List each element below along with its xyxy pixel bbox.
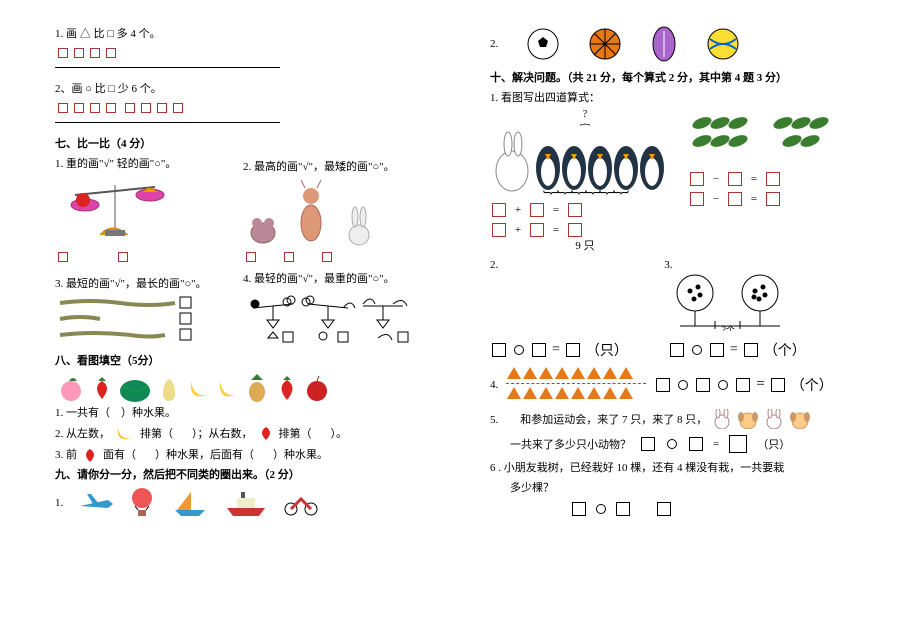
- dog-face-icon: [737, 409, 759, 429]
- right-column: 2. 十、解决问题。（共 21 分，每个算式 2 分，其中第 4 题 3 分） …: [460, 0, 920, 637]
- fruit-peach-icon: [55, 373, 87, 403]
- s8-l2e: ）。: [331, 425, 348, 441]
- unit-ge2: （个）: [791, 375, 833, 395]
- s8-l2c: ）；从右数，: [192, 425, 253, 441]
- weight-balance-img: [243, 290, 413, 345]
- q2-text: 2、画 ○ 比 □ 少 6 个。: [55, 80, 430, 96]
- s5b: 一共来了多少只小动物？: [510, 436, 631, 452]
- s8-l3d: ）种水果。: [273, 446, 328, 462]
- s8-l2a: 2. 从左数，: [55, 425, 110, 441]
- nine-lbl: 9 只: [490, 237, 680, 253]
- q2-lbl: 2.: [490, 38, 498, 50]
- inline-strawberry-icon: [81, 446, 99, 462]
- sec9-title: 九、请你分一分，然后把不同类的圈出来。（2 分）: [55, 466, 430, 482]
- ball-football-icon: [650, 25, 678, 63]
- s8-l3a: 3. 前: [55, 446, 77, 462]
- vehicle-motorcycle-icon: [281, 489, 321, 517]
- unit-zhi2: （只）: [757, 436, 790, 452]
- balance-scale-img: [55, 175, 175, 245]
- s8-l3c: ）种水果，后面有（: [155, 446, 254, 462]
- inline-strawberry-icon: [257, 424, 275, 442]
- sec10-title: 十、解决问题。（共 21 分，每个算式 2 分，其中第 4 题 3 分）: [490, 69, 880, 85]
- sec7-s4: 4. 最轻的画"√"，最重的画"○"。: [243, 270, 423, 286]
- animal-rabbit-img: [339, 203, 379, 248]
- ropes-img: [55, 295, 195, 345]
- divider-2: [55, 122, 280, 123]
- ball-soccer-icon: [526, 27, 560, 61]
- vehicle-ship-icon: [223, 488, 269, 518]
- fruit-apple-icon: [303, 373, 331, 403]
- fruit-pear-icon: [156, 373, 182, 403]
- vehicle-balloon-icon: [127, 486, 157, 520]
- dog-face-icon: [789, 409, 811, 429]
- left-column: 1. 画 △ 比 □ 多 4 个。 2、画 ○ 比 □ 少 6 个。 七、比一比…: [0, 0, 460, 637]
- vehicle-sailboat-icon: [169, 488, 211, 518]
- rabbit-penguins-img: [490, 126, 675, 194]
- sec7-s3: 3. 最短的画"√"，最长的画"○"。: [55, 275, 235, 291]
- vehicle-plane-icon: [75, 488, 115, 518]
- fruit-row: [55, 372, 430, 404]
- fruit-banana-icon: [214, 373, 240, 403]
- s8-l1a: 1. 一共有（: [55, 407, 110, 419]
- s5a: 5. 和参加运动会，来了 7 只，来了 8 只，: [490, 411, 707, 427]
- triangle-row1: [506, 366, 646, 383]
- s9-lbl: 1.: [55, 497, 63, 509]
- fruit-banana-icon: [185, 373, 211, 403]
- animal-mouse-img: [243, 198, 283, 248]
- q1-text: 1. 画 △ 比 □ 多 4 个。: [55, 25, 430, 41]
- bunny-face-icon: [711, 409, 733, 429]
- s2-lbl: 2.: [490, 259, 498, 271]
- unit-zhi: （只）: [586, 340, 628, 360]
- sec8-title: 八、看图填空（5分）: [55, 352, 430, 368]
- sec7-s1: 1. 重的画"√" 轻的画"○"。: [55, 155, 235, 171]
- fruit-strawberry-icon: [274, 372, 300, 404]
- sec7-title: 七、比一比（4 分）: [55, 135, 430, 151]
- ball-volleyball-icon: [706, 27, 740, 61]
- s8-l2b: 排第（: [140, 425, 173, 441]
- sec10-s1: 1. 看图写出四道算式：: [490, 89, 880, 105]
- s8-l2d: 排第（: [279, 425, 312, 441]
- divider-1: [55, 67, 280, 68]
- inline-banana-icon: [114, 425, 136, 441]
- trees-img: ?个: [660, 271, 810, 331]
- fruit-watermelon-icon: [117, 373, 153, 403]
- leaves-img: [688, 109, 838, 169]
- animal-deer-img: [291, 178, 331, 248]
- bunny-face-icon: [763, 409, 785, 429]
- s3-lbl: 3.: [664, 259, 672, 271]
- ball-basketball-icon: [588, 27, 622, 61]
- s6a: 6 . 小朋友栽树，已经栽好 10 棵，还有 4 棵没有栽，一共要栽: [490, 459, 880, 475]
- s6b: 多少棵？: [510, 479, 880, 495]
- q1-boxes: [55, 47, 430, 59]
- s8-l1b: ）种水果。: [121, 407, 176, 419]
- fruit-strawberry-icon: [90, 373, 114, 403]
- s4-lbl: 4.: [490, 379, 498, 391]
- trees-qlbl: ?个: [722, 325, 735, 331]
- q2-boxes: [55, 102, 430, 114]
- unit-ge: （个）: [764, 340, 806, 360]
- s8-l3b: 面有（: [103, 446, 136, 462]
- sec7-s2: 2. 最高的画"√"，最矮的画"○"。: [243, 158, 423, 174]
- triangle-row2: [506, 383, 646, 403]
- fruit-pineapple-icon: [243, 372, 271, 404]
